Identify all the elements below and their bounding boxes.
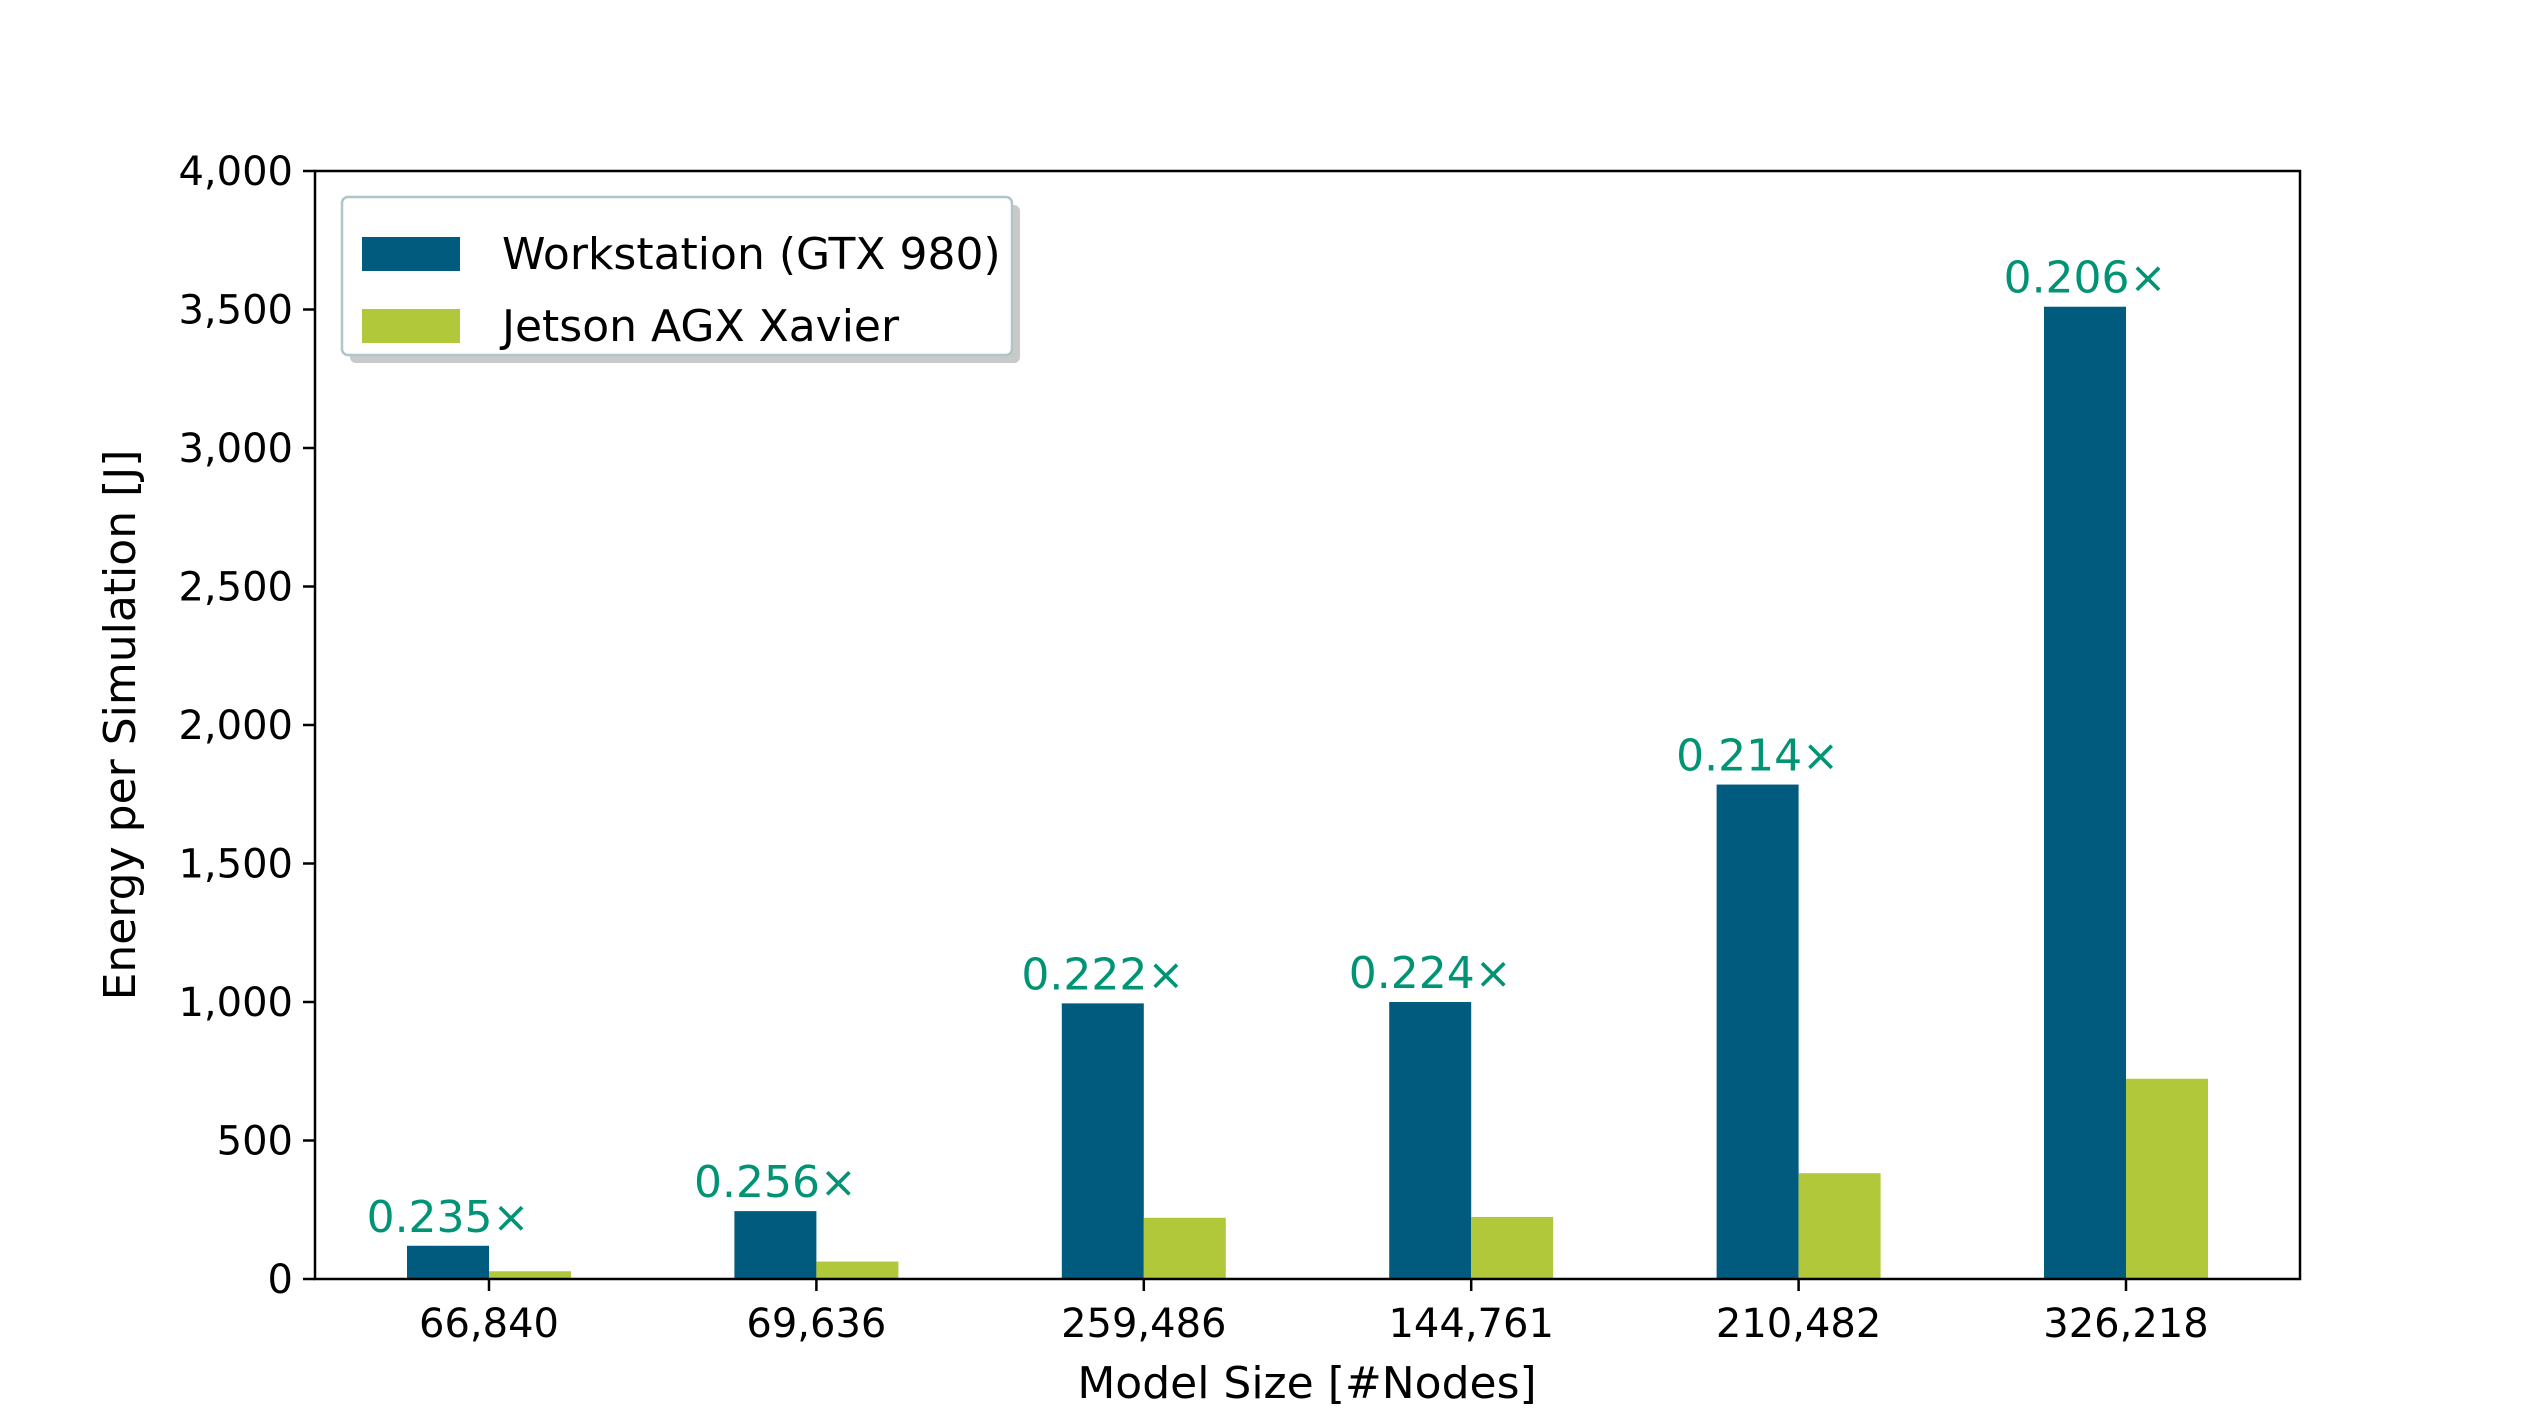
y-axis: 0 500 1,000 1,500 2,000 2,500 3,000 3,500 4,000 [178, 149, 315, 1303]
ratio-label-1: 0.256× [694, 1157, 857, 1208]
ratio-label-2: 0.222× [1021, 949, 1184, 1000]
bar-workstation-4 [1716, 784, 1799, 1279]
y-tick-label-2: 1,000 [178, 980, 293, 1026]
bar-jetson-2 [1143, 1217, 1226, 1279]
legend: Workstation (GTX 980) Jetson AGX Xavier [340, 195, 1020, 363]
y-tick-label-0: 0 [268, 1257, 293, 1303]
x-tick-label-1: 69,636 [746, 1301, 886, 1347]
y-tick-label-8: 4,000 [178, 149, 293, 195]
legend-box [340, 195, 1014, 357]
ratio-label-5: 0.206× [2004, 253, 2167, 304]
bar-workstation-5 [2044, 306, 2126, 1280]
y-tick-label-5: 2,500 [178, 565, 293, 611]
bars-group [407, 306, 2208, 1280]
bar-workstation-0 [407, 1245, 489, 1279]
bar-workstation-1 [734, 1211, 817, 1279]
x-tick-label-2: 259,486 [1061, 1301, 1226, 1347]
x-tick-label-3: 144,761 [1388, 1301, 1553, 1347]
x-axis-title: Model Size [#Nodes] [1077, 1358, 1536, 1409]
x-tick-label-4: 210,482 [1716, 1301, 1881, 1347]
y-tick-label-4: 2,000 [178, 703, 293, 749]
bar-jetson-3 [1471, 1216, 1554, 1279]
x-axis: 66,840 69,636 259,486 144,761 210,482 326,218 [419, 1279, 2209, 1347]
bar-jetson-1 [816, 1261, 899, 1279]
bar-jetson-4 [1798, 1173, 1881, 1279]
y-tick-label-6: 3,000 [178, 426, 293, 472]
plot-frame [313, 169, 2302, 1281]
y-tick-label-3: 1,500 [178, 842, 293, 888]
bar-jetson-0 [489, 1271, 571, 1279]
legend-swatch-1 [362, 309, 460, 343]
bar-jetson-5 [2126, 1078, 2208, 1279]
ratio-annotations: 0.235× 0.256× 0.222× 0.224× 0.214× 0.206× [367, 253, 2167, 1243]
legend-swatch-0 [362, 237, 460, 271]
x-tick-label-0: 66,840 [419, 1301, 559, 1347]
y-tick-label-1: 500 [217, 1119, 293, 1165]
y-axis-title: Energy per Simulation [J] [95, 450, 146, 1001]
legend-label-1: Jetson AGX Xavier [499, 301, 900, 352]
bar-workstation-3 [1389, 1002, 1472, 1279]
y-tick-label-7: 3,500 [178, 288, 293, 334]
bar-workstation-2 [1061, 1003, 1144, 1279]
ratio-label-4: 0.214× [1676, 731, 1839, 782]
ratio-label-3: 0.224× [1349, 948, 1512, 999]
legend-label-0: Workstation (GTX 980) [502, 229, 1001, 280]
ratio-label-0: 0.235× [367, 1192, 530, 1243]
x-tick-label-5: 326,218 [2043, 1301, 2208, 1347]
